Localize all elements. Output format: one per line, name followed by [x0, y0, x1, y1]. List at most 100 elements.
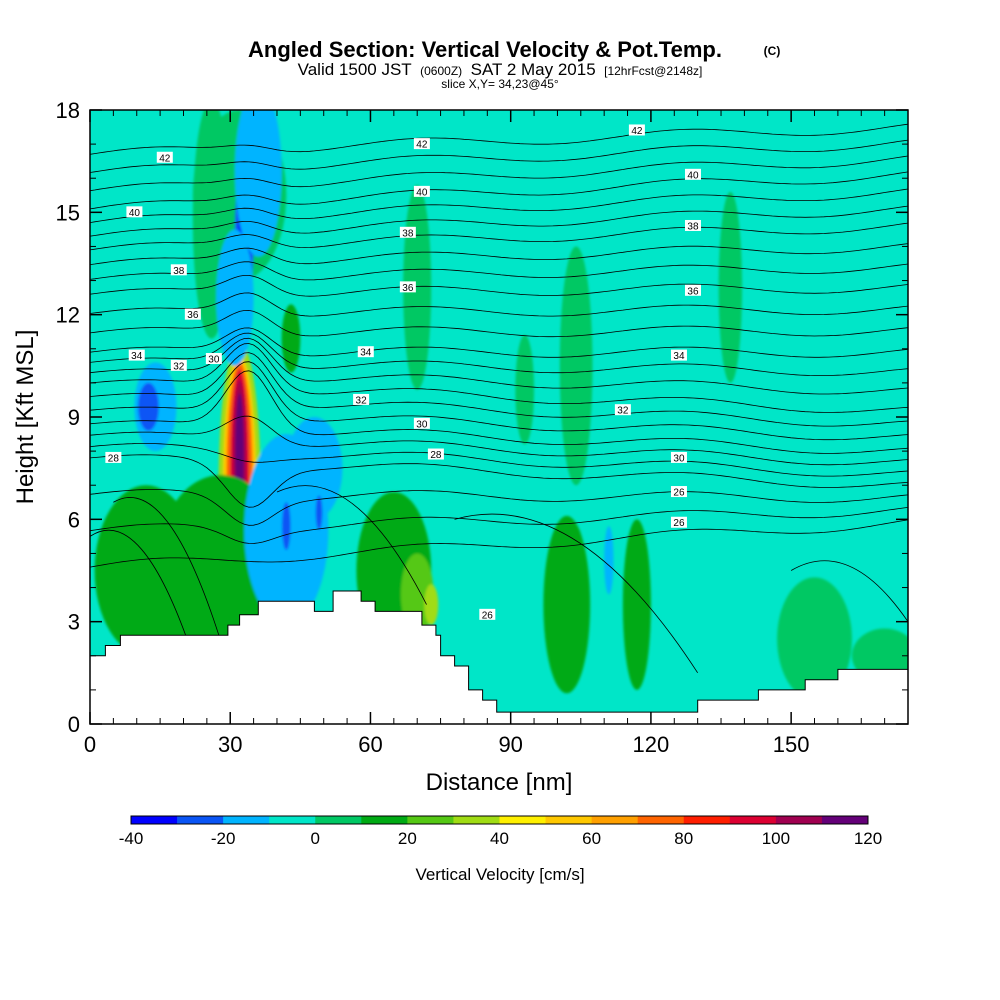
colorbar-tick-label: 100	[762, 829, 790, 848]
theta-label-text: 34	[131, 351, 143, 362]
theta-contour-line	[90, 292, 908, 317]
velocity-cell	[281, 304, 301, 373]
y-tick-label: 6	[68, 507, 80, 532]
y-axis-label: Height [Kft MSL]	[12, 330, 39, 505]
theta-label-text: 38	[402, 228, 414, 239]
theta-label-bg	[413, 185, 430, 197]
theta-label: 38	[399, 226, 416, 239]
theta-label-text: 28	[430, 450, 442, 461]
colorbar-swatch	[131, 816, 178, 824]
theta-label-text: 32	[356, 395, 368, 406]
theta-contour-labels: 42 42 42 40 40 40 38 38 38 36 36 36 34 34 34 32 32 32 30 30…	[105, 124, 701, 621]
theta-label-bg	[105, 451, 122, 463]
theta-label-bg	[413, 417, 430, 429]
theta-contour-line	[90, 327, 908, 358]
plot-area: 42 42 42 40 40 40 38 38 38 36 36 36 34 34 34 32 32 32 30 30…	[90, 110, 908, 724]
theta-label-bg	[670, 349, 687, 361]
theta-label-bg	[479, 608, 496, 620]
colorbar-tick-label: 120	[854, 829, 882, 848]
theta-label: 40	[413, 185, 430, 198]
theta-label-bg	[684, 168, 701, 180]
theta-label: 42	[413, 138, 430, 151]
theta-label-bg	[399, 226, 416, 238]
theta-label-bg	[126, 206, 143, 218]
theta-contour-line	[90, 188, 908, 223]
velocity-cell	[424, 584, 439, 626]
theta-label-text: 32	[617, 406, 629, 417]
theta-contour-line	[90, 275, 908, 297]
theta-contour-line	[90, 352, 908, 427]
x-tick-label: 120	[633, 732, 670, 757]
theta-contour-line	[790, 560, 908, 622]
theta-contour-line	[90, 370, 908, 454]
colorbar-tick-label: -40	[119, 829, 144, 848]
theta-label-text: 34	[673, 351, 685, 362]
theta-label-bg	[684, 284, 701, 296]
colorbar-swatch	[177, 816, 224, 824]
subtitle-valid: Valid 1500 JST	[298, 60, 412, 79]
theta-label: 30	[205, 353, 222, 366]
theta-label-bg	[670, 451, 687, 463]
theta-label-text: 32	[173, 361, 185, 372]
velocity-cell	[559, 246, 593, 486]
colorbar-tick-label: 40	[490, 829, 509, 848]
theta-label-bg	[357, 346, 374, 358]
theta-label-bg	[670, 516, 687, 528]
velocity-cell	[515, 335, 535, 445]
theta-label: 34	[670, 349, 687, 362]
theta-contour-line	[113, 497, 231, 673]
theta-label-text: 26	[482, 610, 494, 621]
subtitle-zulu: (0600Z)	[420, 64, 462, 78]
x-tick-label: 60	[358, 732, 382, 757]
theta-label: 42	[628, 124, 645, 137]
theta-contour-line	[90, 529, 194, 656]
theta-contour-line	[90, 155, 908, 192]
theta-label-text: 40	[687, 170, 699, 181]
chart-title: Angled Section: Vertical Velocity & Pot.…	[248, 37, 722, 62]
y-tick-label: 12	[56, 303, 80, 328]
theta-label: 40	[126, 206, 143, 219]
theta-label-text: 30	[416, 419, 428, 430]
velocity-cell	[216, 229, 254, 366]
terrain	[90, 590, 908, 724]
colorbar-swatch	[591, 816, 639, 824]
theta-label-bg	[670, 486, 687, 498]
theta-label-text: 30	[673, 453, 685, 464]
theta-label: 32	[614, 404, 631, 417]
theta-contour-line	[90, 337, 908, 395]
theta-label-bg	[128, 349, 145, 361]
subtitle-date: SAT 2 May 2015	[471, 60, 596, 79]
theta-label: 28	[427, 448, 444, 461]
colorbar-swatch	[499, 816, 547, 824]
theta-label: 36	[184, 308, 201, 321]
y-tick-label: 15	[56, 200, 80, 225]
theta-label-bg	[684, 219, 701, 231]
colorbar-swatch	[821, 816, 869, 824]
colorbar-swatch	[223, 816, 270, 824]
colorbar-tick-label: 60	[582, 829, 601, 848]
theta-label-text: 40	[129, 208, 141, 219]
colorbar-swatch	[729, 816, 777, 824]
y-tick-label: 3	[68, 610, 80, 635]
theta-label-text: 26	[673, 488, 685, 499]
theta-label: 42	[156, 151, 173, 164]
theta-contour-line	[90, 139, 908, 173]
theta-label: 36	[684, 284, 701, 297]
theta-label: 34	[128, 349, 145, 362]
theta-label-text: 36	[402, 283, 414, 294]
theta-label-bg	[205, 353, 222, 365]
theta-label-text: 36	[187, 310, 199, 321]
theta-label-text: 42	[631, 126, 643, 137]
colorbar-tick-label: 0	[311, 829, 320, 848]
theta-label-bg	[170, 264, 187, 276]
theta-label: 38	[170, 264, 187, 277]
theta-label: 38	[684, 219, 701, 232]
y-tick-label: 18	[56, 98, 80, 123]
colorbar-frame	[130, 815, 869, 825]
theta-label: 30	[670, 451, 687, 464]
colorbar-swatch	[775, 816, 823, 824]
theta-label-bg	[399, 281, 416, 293]
x-axis: 0 30 60 90 120 150	[84, 110, 886, 757]
colorbar-swatch	[407, 816, 454, 824]
colorbar: -40 -20 0 20 40 60 80 100 120	[119, 815, 882, 848]
